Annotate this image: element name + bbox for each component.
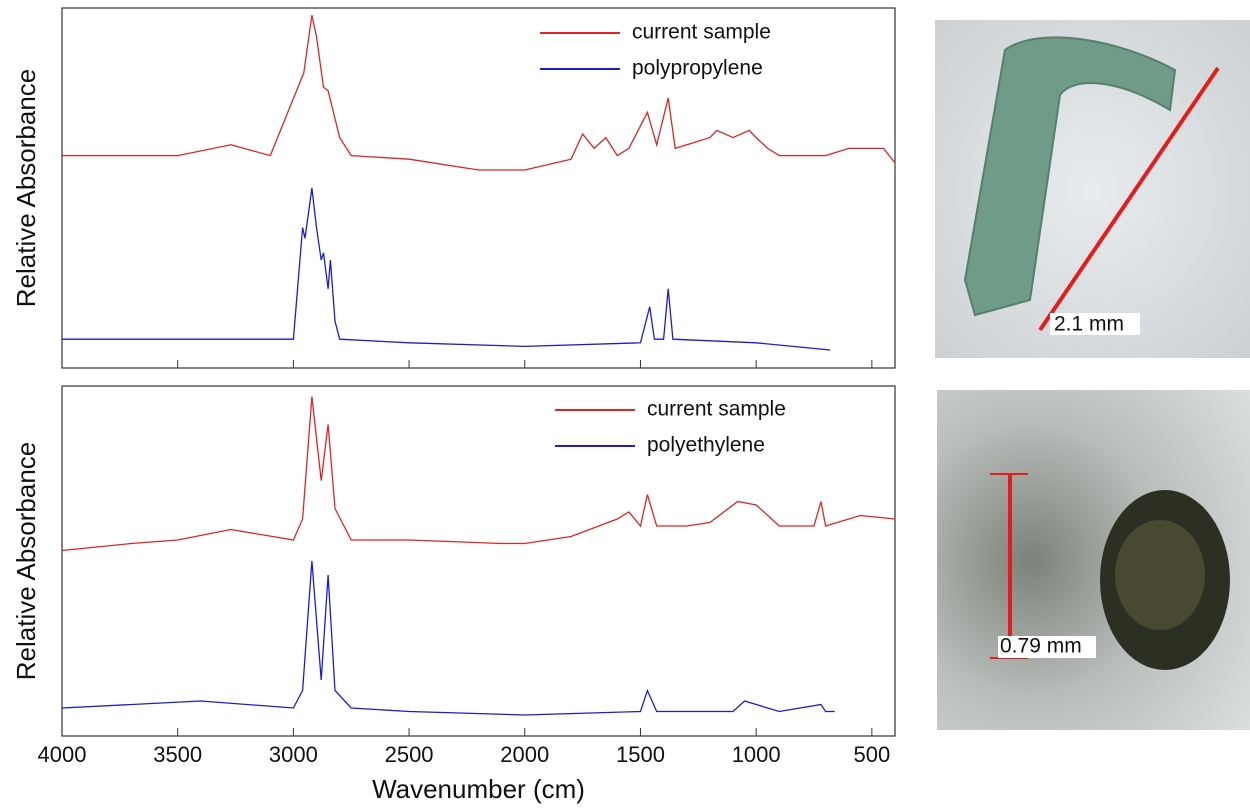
- x-tick-label: 4000: [38, 742, 87, 767]
- y-axis-label: Relative Absorbance: [11, 69, 41, 307]
- photo-1: 2.1 mm: [935, 20, 1250, 358]
- x-tick-label: 2000: [500, 742, 549, 767]
- x-tick-label: 1500: [616, 742, 665, 767]
- spectrum-line: [62, 187, 831, 351]
- spectrum-line: [61, 396, 896, 552]
- scale-label: 2.1 mm: [1054, 313, 1124, 336]
- x-tick-label: 3000: [269, 742, 318, 767]
- photo-2: 0.79 mm: [937, 390, 1250, 730]
- scale-label: 0.79 mm: [1000, 635, 1082, 658]
- legend-label: current sample: [632, 21, 771, 44]
- x-tick-label: 1000: [732, 742, 781, 767]
- spectrum-line: [61, 560, 835, 716]
- plot-frame: [61, 7, 896, 369]
- x-tick-label: 2500: [385, 742, 434, 767]
- legend-label: polypropylene: [632, 57, 763, 80]
- x-tick-label: 500: [854, 742, 891, 767]
- x-tick-label: 3500: [153, 742, 202, 767]
- legend-label: current sample: [647, 398, 786, 421]
- y-axis-label: Relative Absorbance: [11, 442, 41, 680]
- x-axis-label: Wavenumber (cm): [372, 774, 585, 804]
- plot-frame: [61, 385, 896, 737]
- spectrum-line: [62, 15, 896, 171]
- legend-label: polyethylene: [647, 434, 765, 457]
